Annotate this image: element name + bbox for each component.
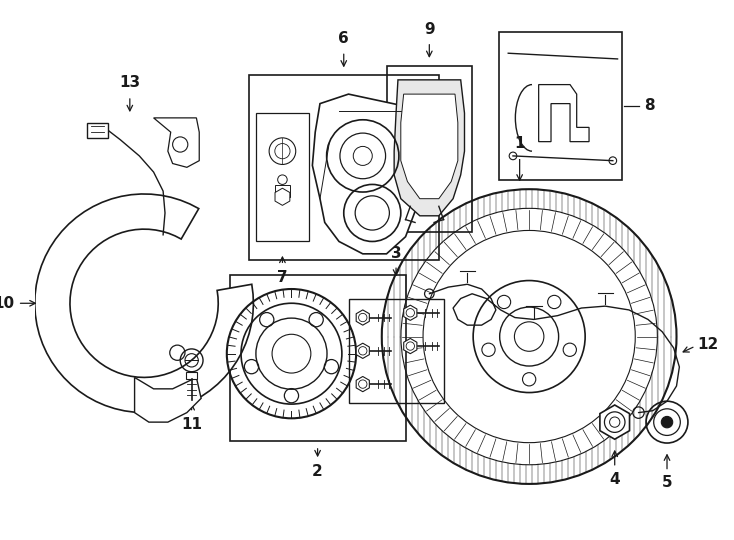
Polygon shape [404, 339, 417, 354]
Text: 2: 2 [312, 464, 323, 479]
Text: 7: 7 [277, 270, 288, 285]
Circle shape [661, 416, 673, 428]
Polygon shape [394, 80, 465, 216]
Polygon shape [34, 194, 253, 413]
Bar [186, 372, 197, 379]
Text: 6: 6 [338, 31, 349, 46]
Text: 8: 8 [644, 98, 654, 113]
Polygon shape [404, 305, 417, 320]
Text: 4: 4 [609, 471, 620, 487]
Bar [498, 32, 622, 180]
Bar [275, 185, 290, 197]
Polygon shape [153, 118, 199, 167]
Bar [349, 299, 443, 403]
Polygon shape [539, 85, 589, 141]
Polygon shape [356, 310, 369, 325]
Bar [387, 65, 472, 232]
Bar [87, 123, 108, 138]
Polygon shape [134, 377, 201, 422]
Polygon shape [600, 405, 630, 439]
Bar [256, 113, 308, 241]
Text: 12: 12 [697, 336, 719, 352]
Polygon shape [401, 94, 458, 199]
Bar [249, 75, 439, 260]
Polygon shape [275, 188, 290, 205]
Polygon shape [356, 376, 369, 392]
Text: 1: 1 [515, 136, 525, 151]
Text: 3: 3 [390, 246, 401, 261]
Text: 10: 10 [0, 296, 15, 311]
Text: 5: 5 [661, 475, 672, 490]
Polygon shape [313, 94, 434, 254]
Text: 11: 11 [181, 417, 202, 433]
Text: 13: 13 [119, 75, 140, 90]
Polygon shape [356, 343, 369, 359]
Text: 9: 9 [424, 22, 435, 37]
Bar [230, 275, 406, 441]
